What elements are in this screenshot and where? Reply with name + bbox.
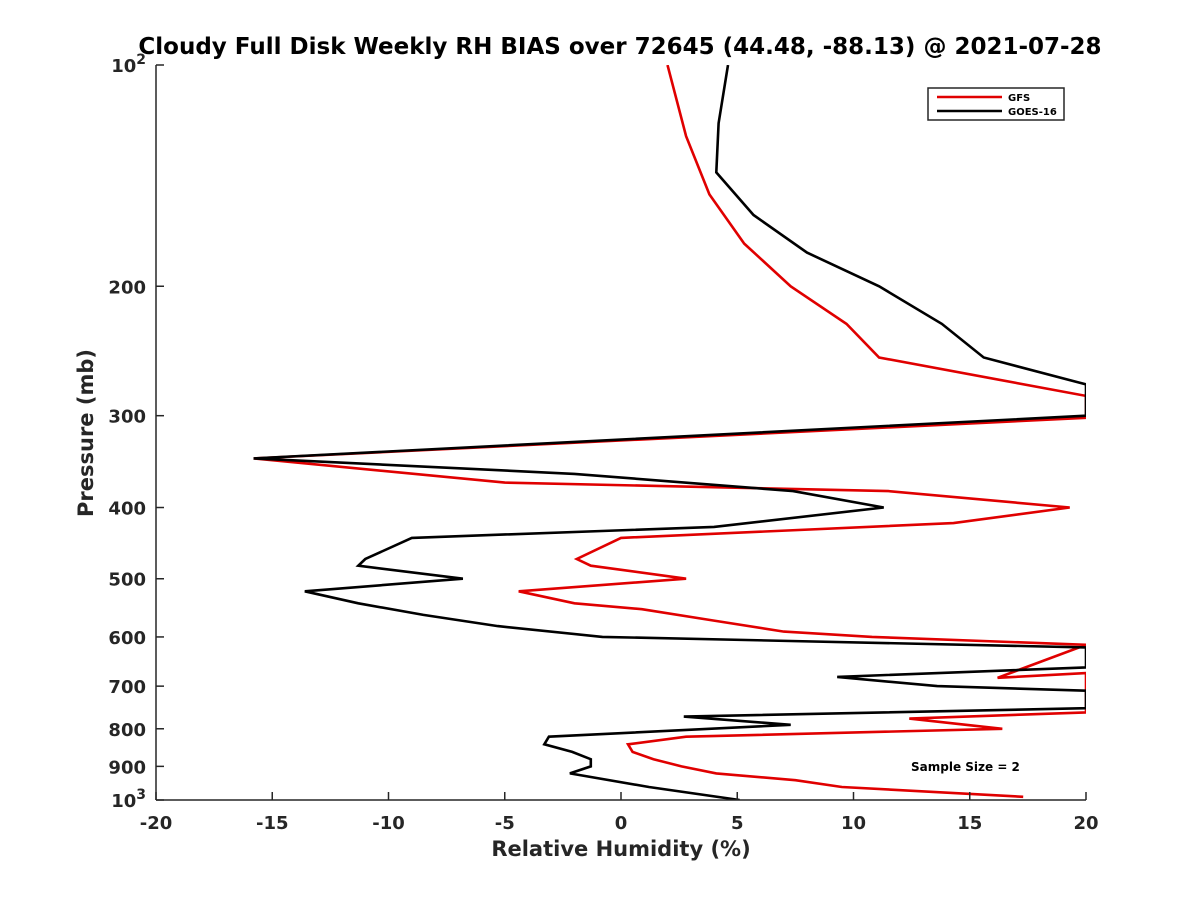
x-tick-label: 5 xyxy=(731,813,744,834)
y-tick-label: 900 xyxy=(108,757,146,778)
x-tick-label: 10 xyxy=(841,813,866,834)
y-tick-label: 300 xyxy=(108,407,146,428)
legend-label-gfs: GFS xyxy=(1008,93,1030,104)
plot-area xyxy=(155,65,1086,801)
x-tick-label: 20 xyxy=(1073,813,1098,834)
y-tick-label: 400 xyxy=(108,499,146,520)
y-tick-exponent: 3 xyxy=(136,787,146,803)
y-tick-label: 700 xyxy=(108,677,146,698)
series-line-gfs xyxy=(253,65,1086,799)
x-axis-ticks: -20 -15 -10 -5 0 5 10 15 20 xyxy=(140,792,1099,834)
series-layer xyxy=(253,65,1086,800)
x-tick-label: -20 xyxy=(140,813,173,834)
x-tick-label: -15 xyxy=(256,813,289,834)
x-tick-label: -10 xyxy=(372,813,405,834)
y-tick-label: 102 xyxy=(111,52,146,77)
chart-title: Cloudy Full Disk Weekly RH BIAS over 726… xyxy=(138,34,1101,60)
y-tick-label: 103 xyxy=(111,787,146,812)
y-tick-exponent: 2 xyxy=(136,52,146,68)
legend-box xyxy=(927,87,1065,121)
y-tick-label: 200 xyxy=(108,277,146,298)
y-tick-base: 10 xyxy=(111,791,136,812)
series-line-goes-16 xyxy=(253,65,1086,800)
y-tick-label: 600 xyxy=(108,628,146,649)
y-tick-base: 10 xyxy=(111,56,136,77)
x-tick-label: 15 xyxy=(957,813,982,834)
x-tick-label: -5 xyxy=(495,813,515,834)
x-tick-label: 0 xyxy=(615,813,628,834)
legend-label-goes-16: GOES-16 xyxy=(1008,107,1057,118)
x-axis-label: Relative Humidity (%) xyxy=(491,837,750,861)
y-axis-label: Pressure (mb) xyxy=(74,349,98,517)
y-tick-label: 800 xyxy=(108,720,146,741)
y-tick-label: 500 xyxy=(108,570,146,591)
sample-size-annotation: Sample Size = 2 xyxy=(911,760,1020,774)
legend: GFS GOES-16 xyxy=(927,87,1065,121)
